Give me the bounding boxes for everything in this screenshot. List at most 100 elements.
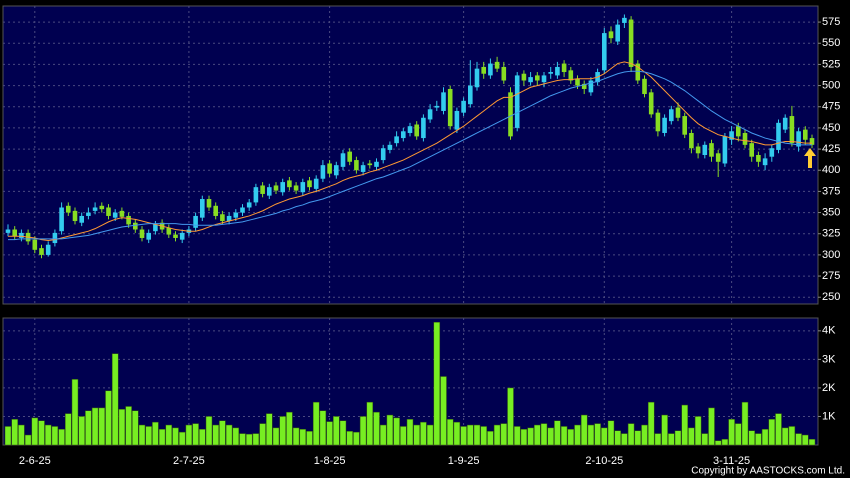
candle-body (313, 178, 319, 189)
y-tick-label: 275 (822, 270, 840, 282)
candle-body (193, 215, 198, 228)
candle-body (682, 116, 687, 135)
y-tick-label: 525 (822, 58, 840, 70)
volume-bar (554, 420, 561, 446)
volume-bar (138, 424, 146, 446)
volume-bar (654, 433, 662, 446)
arrow-icon (804, 148, 816, 168)
candle-body (133, 222, 138, 230)
volume-bar (708, 407, 715, 446)
volume-bar (674, 430, 682, 446)
candle-body (307, 180, 312, 188)
volume-bar (534, 424, 541, 446)
candle-body (615, 24, 620, 42)
candle-body (602, 33, 607, 71)
candle-body (749, 143, 754, 157)
volume-bar (701, 433, 709, 446)
volume-bar (574, 424, 581, 446)
candle-body (401, 131, 406, 139)
candle-body (628, 19, 634, 67)
volume-bar (232, 427, 240, 446)
candle-body (481, 66, 486, 74)
volume-bar (359, 416, 367, 446)
candle-body (468, 85, 473, 105)
volume-bar (594, 423, 601, 446)
volume-bar (580, 414, 588, 446)
plot-layer: 250 275 300 325 350 375 400 425 450 475 500 525 550 5… (3, 6, 840, 467)
candle-body (280, 182, 285, 193)
candle-body (300, 182, 306, 193)
volume-bar (172, 427, 179, 446)
candle-body (173, 234, 178, 238)
candle-body (12, 229, 17, 237)
volume-bar (688, 427, 695, 446)
volume-bar (333, 416, 340, 446)
candle-body (360, 165, 366, 172)
volume-bar (11, 419, 18, 446)
y-tick-label: 375 (822, 185, 840, 197)
candle-body (622, 17, 627, 23)
volume-bar (735, 423, 742, 446)
volume-bar (125, 406, 132, 446)
candle-body (153, 224, 158, 232)
volume-bar (4, 426, 12, 446)
volume-bar (607, 420, 615, 446)
volume-bar (627, 423, 635, 446)
y-tick-label: 425 (822, 143, 840, 155)
volume-bar (567, 429, 575, 446)
volume-bar (132, 410, 139, 446)
candle-body (669, 109, 674, 122)
candle-body (702, 144, 708, 155)
volume-bar (306, 431, 313, 446)
candle-body (79, 215, 84, 223)
candle-body (756, 155, 761, 162)
volume-bar (346, 431, 353, 446)
candle-body (206, 199, 212, 208)
volume-bar (788, 426, 796, 446)
volume-bar (158, 429, 166, 446)
candle-body (796, 131, 801, 147)
y-tick-label: 250 (822, 291, 840, 303)
candle-body (508, 92, 513, 137)
y-tick-label: 575 (822, 16, 840, 28)
candle-body (320, 165, 326, 179)
candle-body (427, 109, 433, 120)
volume-bar (111, 353, 119, 446)
volume-bar (199, 429, 206, 446)
volume-bar (513, 426, 521, 446)
candle-body (179, 232, 185, 240)
volume-bar (286, 411, 293, 446)
volume-bar (587, 424, 595, 446)
volume-bar (761, 429, 769, 446)
candle-body (139, 229, 145, 238)
candle-body (246, 202, 252, 208)
volume-bar (91, 407, 99, 446)
volume-bar (98, 407, 106, 446)
volume-bar (192, 423, 199, 446)
candle-body (648, 92, 654, 115)
volume-bar (621, 433, 628, 446)
volume-bar (721, 439, 729, 446)
candle-body (494, 61, 500, 69)
volume-bar (527, 427, 534, 446)
volume-bar (714, 440, 722, 446)
volume-bar (420, 421, 427, 446)
candle-body (635, 63, 641, 81)
volume-bar (614, 430, 621, 446)
volume-bar (65, 413, 72, 446)
volume-bar (500, 423, 508, 446)
candle-body (327, 163, 332, 174)
volume-bar (85, 410, 92, 446)
candle-body (535, 75, 540, 81)
volume-bar (312, 401, 320, 446)
volume-bar (105, 390, 112, 446)
candle-body (293, 185, 299, 191)
volume-bar (38, 420, 45, 446)
candle-body (213, 205, 218, 216)
candle-body (561, 63, 567, 73)
volume-bar (808, 439, 816, 446)
volume-bar (647, 401, 655, 446)
candle-body (675, 107, 681, 118)
volume-bar (266, 413, 273, 446)
